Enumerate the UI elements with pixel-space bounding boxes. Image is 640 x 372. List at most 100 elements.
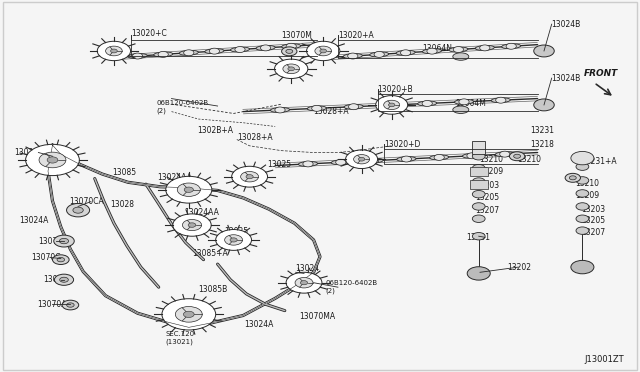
Circle shape	[346, 150, 378, 169]
Ellipse shape	[282, 44, 301, 49]
Circle shape	[349, 104, 359, 110]
Circle shape	[467, 267, 490, 280]
Circle shape	[312, 105, 322, 111]
Text: 13024: 13024	[296, 264, 320, 273]
Ellipse shape	[381, 103, 400, 108]
Circle shape	[459, 99, 469, 105]
Text: 13231: 13231	[530, 126, 554, 135]
Circle shape	[320, 49, 326, 53]
Circle shape	[246, 174, 253, 179]
Circle shape	[472, 153, 485, 160]
Circle shape	[286, 272, 322, 293]
Circle shape	[283, 64, 300, 74]
Circle shape	[500, 151, 510, 157]
Circle shape	[358, 157, 365, 161]
Circle shape	[353, 155, 370, 164]
Circle shape	[506, 43, 516, 49]
Circle shape	[422, 100, 433, 106]
Ellipse shape	[343, 54, 362, 58]
Text: 13028+A: 13028+A	[314, 107, 349, 116]
Circle shape	[184, 187, 193, 192]
Circle shape	[225, 235, 243, 245]
Circle shape	[307, 41, 340, 61]
Text: J13001ZT: J13001ZT	[584, 355, 624, 364]
Text: 13028: 13028	[110, 200, 134, 209]
Bar	[470, 167, 488, 176]
Circle shape	[300, 280, 308, 285]
Text: 13070C: 13070C	[31, 253, 60, 262]
Text: 13210: 13210	[479, 155, 503, 164]
Ellipse shape	[453, 106, 468, 113]
Circle shape	[401, 50, 411, 56]
Circle shape	[571, 260, 594, 274]
Ellipse shape	[495, 152, 515, 157]
Text: 13024AA: 13024AA	[184, 208, 219, 217]
Circle shape	[565, 173, 580, 182]
Circle shape	[235, 46, 245, 52]
Ellipse shape	[128, 54, 147, 58]
Circle shape	[427, 48, 437, 54]
Circle shape	[62, 300, 79, 310]
Ellipse shape	[422, 49, 442, 54]
Circle shape	[158, 51, 168, 57]
Circle shape	[132, 53, 143, 59]
Circle shape	[39, 152, 66, 168]
Text: SEC.120
(13021): SEC.120 (13021)	[165, 331, 195, 344]
Ellipse shape	[344, 104, 363, 109]
Text: 13024B: 13024B	[552, 74, 581, 83]
Circle shape	[177, 183, 200, 196]
Circle shape	[576, 215, 589, 222]
Text: 13025: 13025	[268, 160, 292, 169]
Text: 13070MA: 13070MA	[300, 312, 335, 321]
Text: 13064M: 13064M	[456, 99, 486, 108]
Bar	[470, 180, 488, 189]
Circle shape	[472, 203, 485, 210]
Ellipse shape	[429, 155, 449, 160]
Ellipse shape	[454, 99, 474, 104]
Ellipse shape	[453, 53, 468, 60]
Circle shape	[534, 99, 554, 111]
Circle shape	[286, 49, 292, 53]
Circle shape	[26, 144, 79, 176]
Circle shape	[369, 158, 379, 164]
Circle shape	[216, 230, 252, 250]
Circle shape	[106, 46, 122, 56]
Ellipse shape	[463, 153, 481, 158]
Circle shape	[472, 215, 485, 222]
Circle shape	[184, 50, 194, 56]
Circle shape	[384, 100, 399, 109]
Text: 13205: 13205	[475, 193, 499, 202]
Circle shape	[514, 154, 520, 158]
Text: 13024A: 13024A	[19, 216, 49, 225]
Ellipse shape	[492, 98, 510, 103]
Circle shape	[173, 214, 211, 236]
Ellipse shape	[418, 101, 436, 106]
Ellipse shape	[332, 160, 350, 165]
Ellipse shape	[396, 50, 415, 55]
Circle shape	[54, 235, 74, 247]
Circle shape	[57, 257, 65, 262]
Text: 1302B+A: 1302B+A	[197, 126, 233, 135]
Circle shape	[275, 107, 285, 113]
Text: 13205: 13205	[581, 216, 605, 225]
Circle shape	[303, 161, 313, 167]
Text: 13070CA: 13070CA	[69, 197, 104, 206]
Bar	[472, 141, 485, 154]
Circle shape	[60, 238, 68, 244]
Circle shape	[571, 151, 594, 165]
Circle shape	[67, 203, 90, 217]
Circle shape	[241, 171, 259, 182]
Circle shape	[348, 53, 358, 59]
Text: 13020+D: 13020+D	[384, 140, 420, 149]
Ellipse shape	[307, 106, 326, 111]
Circle shape	[288, 67, 294, 71]
Circle shape	[295, 278, 313, 288]
Text: 06B120-6402B
(2): 06B120-6402B (2)	[157, 100, 209, 114]
Circle shape	[166, 176, 212, 203]
Text: FRONT: FRONT	[584, 69, 618, 78]
Circle shape	[97, 41, 131, 61]
Circle shape	[480, 45, 490, 51]
Text: 13210: 13210	[575, 179, 599, 187]
Circle shape	[576, 203, 589, 210]
Text: 13025: 13025	[224, 227, 248, 236]
